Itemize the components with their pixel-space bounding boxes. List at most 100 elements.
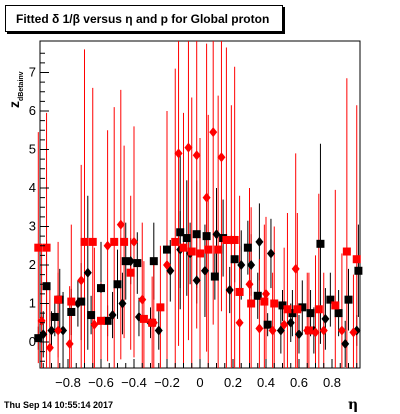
diamond-marker	[245, 279, 254, 290]
diamond-marker	[154, 325, 163, 336]
square-marker	[176, 228, 185, 237]
square-marker	[103, 316, 112, 325]
axes: 0 1 2 3 4 5 6 7 −0.8 −0.6 −0.4 −0.2 0 0.2 0.4 0.6 0.8	[29, 52, 358, 390]
y-tick-label: 5	[29, 142, 36, 157]
diamond-marker	[319, 325, 328, 336]
diamond-marker	[227, 234, 236, 245]
square-marker	[121, 257, 130, 266]
square-marker	[210, 272, 219, 281]
square-marker	[182, 234, 191, 243]
diamond-marker	[73, 298, 82, 309]
square-marker	[331, 301, 340, 310]
diamond-marker	[77, 275, 86, 286]
square-marker	[278, 301, 287, 310]
square-marker	[149, 257, 158, 266]
diamond-marker	[59, 325, 68, 336]
square-marker	[156, 303, 165, 312]
diamond-marker	[247, 260, 256, 270]
diamond-marker	[163, 260, 171, 270]
square-marker	[34, 243, 43, 252]
diamond-marker	[337, 325, 346, 336]
square-marker	[77, 297, 86, 306]
diamond-marker	[103, 240, 112, 251]
diamond-marker	[217, 152, 226, 163]
square-marker	[110, 237, 119, 246]
diamond-marker	[47, 325, 56, 336]
diamond-marker	[39, 329, 48, 340]
square-marker	[298, 303, 307, 312]
square-marker	[34, 334, 43, 343]
diamond-marker	[311, 327, 320, 338]
square-marker	[230, 255, 239, 264]
diamond-marker	[174, 148, 183, 159]
diamond-marker	[212, 229, 221, 240]
square-marker	[196, 249, 204, 258]
diamond-marker	[192, 150, 201, 161]
square-marker	[133, 259, 142, 268]
square-marker	[126, 268, 135, 277]
square-marker	[214, 245, 223, 254]
timestamp-label: Thu Sep 14 10:55:14 2017	[4, 400, 114, 410]
square-marker	[260, 297, 269, 306]
diamond-marker	[130, 236, 138, 247]
square-marker	[352, 255, 361, 264]
square-marker	[97, 316, 105, 325]
square-marker	[42, 282, 51, 291]
diamond-marker	[262, 288, 270, 299]
x-tick-label: −0.4	[121, 375, 147, 390]
diamond-marker	[255, 323, 264, 334]
square-marker	[316, 239, 325, 248]
square-marker	[139, 314, 148, 323]
square-marker	[192, 230, 201, 239]
title-box: Fitted δ 1/β versus η and p for Global p…	[5, 5, 283, 32]
square-marker	[87, 311, 96, 320]
square-marker	[187, 247, 196, 256]
square-marker	[253, 291, 262, 300]
diamond-marker	[225, 285, 234, 296]
square-marker	[67, 297, 76, 306]
diamond-marker	[83, 267, 92, 278]
y-tick-label: 6	[29, 103, 36, 118]
square-marker	[293, 305, 302, 314]
y-tick-label: 4	[29, 180, 36, 195]
square-marker	[306, 309, 315, 318]
square-marker	[326, 295, 335, 304]
diamond-marker	[255, 236, 264, 247]
x-tick-label: 0	[196, 375, 203, 390]
y-axis-label-sub: dBetainv	[17, 71, 25, 101]
diamond-marker	[303, 325, 312, 336]
y-axis-label-main: z	[6, 101, 22, 108]
x-axis-label: η	[348, 397, 359, 413]
square-marker	[247, 299, 256, 308]
square-marker	[88, 237, 97, 246]
diamond-marker	[149, 317, 158, 328]
diamond-marker	[116, 219, 125, 230]
diamond-marker	[126, 256, 135, 267]
diamond-marker	[45, 342, 54, 353]
diamond-marker	[268, 325, 277, 336]
square-marker	[113, 280, 122, 289]
square-marker	[42, 243, 51, 252]
square-marker	[342, 247, 351, 256]
diamond-marker	[237, 260, 246, 270]
square-marker	[235, 287, 244, 296]
square-marker	[50, 312, 59, 321]
square-marker	[163, 245, 171, 254]
square-marker	[204, 245, 213, 254]
y-tick-label: 0	[29, 334, 36, 349]
diamond-marker	[291, 263, 300, 274]
square-marker	[344, 295, 353, 304]
square-marker	[354, 266, 363, 275]
square-marker	[334, 309, 343, 318]
diamond-marker	[90, 319, 99, 330]
x-tick-label: 0.4	[257, 375, 275, 390]
diamond-marker	[286, 317, 295, 328]
square-marker	[263, 320, 272, 329]
diamond-marker	[65, 338, 74, 349]
diamond-marker	[235, 317, 244, 328]
diamond-marker	[97, 283, 105, 294]
square-marker	[288, 309, 297, 318]
x-tick-label: 0.8	[323, 375, 341, 390]
diamond-marker	[192, 275, 201, 286]
y-tick-label: 7	[29, 65, 36, 80]
